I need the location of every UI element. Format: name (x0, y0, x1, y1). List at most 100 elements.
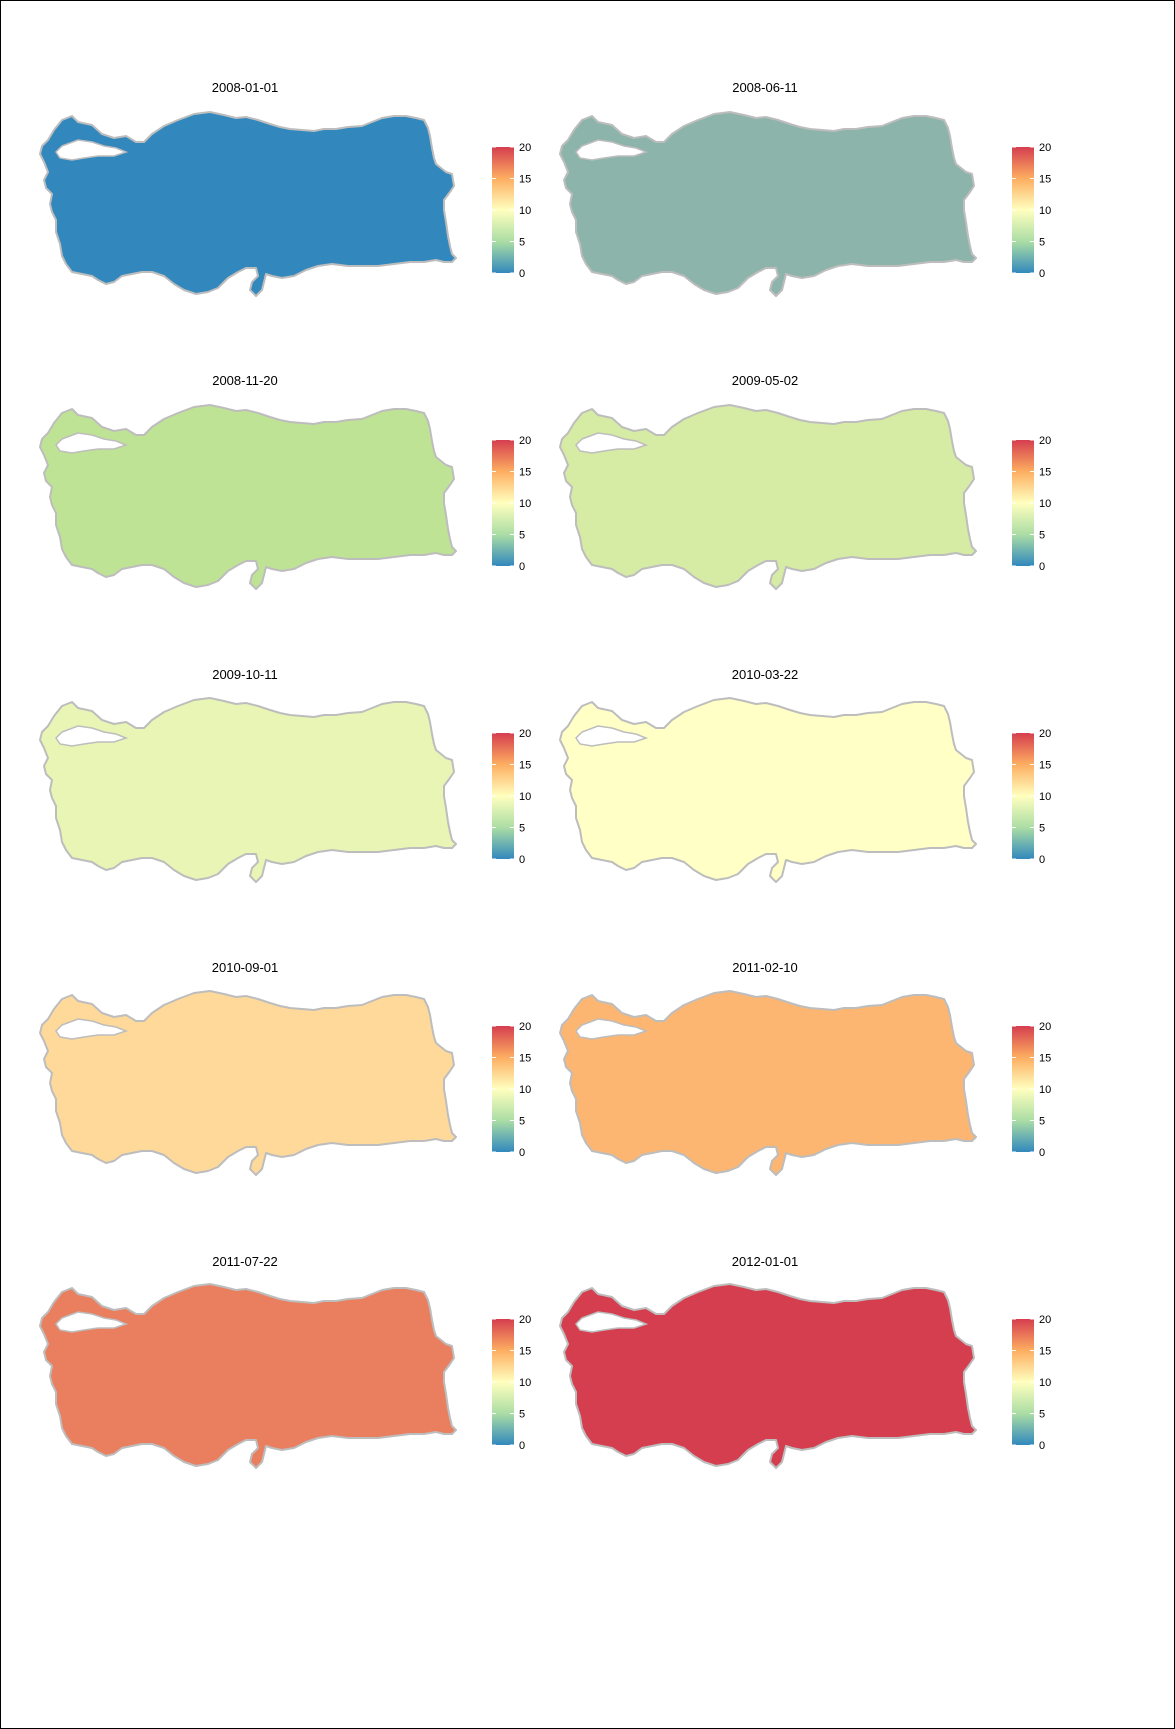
legend-tick-label: 20 (519, 1314, 531, 1326)
legend-tick-label: 20 (1039, 728, 1051, 740)
legend-tick-label: 10 (519, 791, 531, 803)
map-title: 2011-07-22 (212, 1254, 278, 1269)
legend-tick-label: 15 (1039, 467, 1051, 479)
legend-tick-label: 15 (519, 1346, 531, 1358)
legend-tick-label: 0 (519, 1440, 525, 1452)
country-region (559, 990, 977, 1176)
inland-sea (575, 432, 649, 454)
legend-colorbar (1012, 1026, 1034, 1152)
map-panel: 2009-10-11 20 15 10 5 0 (39, 667, 531, 883)
legend-tick-label: 15 (1039, 760, 1051, 772)
legend-tick-label: 5 (519, 1116, 525, 1128)
legend-tick-label: 0 (519, 561, 525, 573)
legend-tick-label: 15 (519, 467, 531, 479)
legend-colorbar (1012, 147, 1034, 273)
inland-sea (55, 1018, 129, 1040)
map-title: 2012-01-01 (732, 1254, 799, 1269)
legend-tick-label: 5 (519, 823, 525, 835)
legend-colorbar (492, 440, 514, 566)
legend-tick-label: 0 (1039, 1147, 1045, 1159)
country-region (559, 1283, 977, 1469)
legend-tick-label: 5 (1039, 823, 1045, 835)
legend-tick-label: 15 (519, 174, 531, 186)
map-title: 2009-05-02 (732, 373, 799, 388)
country-region (39, 1283, 457, 1469)
map-title: 2010-03-22 (732, 667, 799, 682)
map-panel: 2009-05-02 20 15 10 5 0 (559, 373, 1051, 590)
legend-tick-label: 5 (1039, 237, 1045, 249)
legend-colorbar (492, 147, 514, 273)
map-title: 2008-01-01 (212, 80, 279, 95)
legend-tick-label: 0 (519, 268, 525, 280)
map-panel: 2010-09-01 20 15 10 5 0 (39, 960, 531, 1176)
map-title: 2008-11-20 (212, 373, 278, 388)
legend-tick-label: 15 (1039, 1053, 1051, 1065)
legend-tick-label: 15 (1039, 1346, 1051, 1358)
legend-tick-label: 10 (519, 1084, 531, 1096)
legend-colorbar (492, 1319, 514, 1445)
legend-tick-label: 5 (519, 237, 525, 249)
legend-colorbar (1012, 440, 1034, 566)
legend-tick-label: 15 (519, 760, 531, 772)
map-title: 2010-09-01 (212, 960, 279, 975)
legend-tick-label: 0 (1039, 561, 1045, 573)
inland-sea (55, 432, 129, 454)
legend-tick-label: 5 (1039, 1409, 1045, 1421)
legend-tick-label: 20 (1039, 142, 1051, 154)
legend-tick-label: 15 (1039, 174, 1051, 186)
legend-tick-label: 10 (1039, 498, 1051, 510)
legend-tick-label: 10 (519, 1377, 531, 1389)
legend-tick-label: 10 (1039, 205, 1051, 217)
legend-tick-label: 20 (519, 1021, 531, 1033)
inland-sea (575, 725, 649, 747)
legend-tick-label: 20 (1039, 435, 1051, 447)
map-panel: 2012-01-01 20 15 10 5 0 (559, 1254, 1051, 1469)
legend-tick-label: 10 (1039, 1084, 1051, 1096)
map-panel: 2008-11-20 20 15 10 5 0 (39, 373, 531, 590)
inland-sea (55, 139, 129, 161)
map-title: 2009-10-11 (212, 667, 278, 682)
map-panel: 2008-01-01 20 15 10 5 0 (39, 80, 531, 297)
legend-tick-label: 20 (1039, 1314, 1051, 1326)
legend-tick-label: 20 (1039, 1021, 1051, 1033)
map-title: 2011-02-10 (732, 960, 798, 975)
legend-tick-label: 0 (519, 854, 525, 866)
legend-colorbar (1012, 733, 1034, 859)
country-region (559, 404, 977, 590)
legend-tick-label: 20 (519, 728, 531, 740)
legend-tick-label: 10 (519, 205, 531, 217)
legend-tick-label: 20 (519, 142, 531, 154)
inland-sea (575, 139, 649, 161)
map-panel: 2011-02-10 20 15 10 5 0 (559, 960, 1051, 1176)
inland-sea (575, 1311, 649, 1333)
legend-colorbar (492, 1026, 514, 1152)
inland-sea (55, 725, 129, 747)
inland-sea (55, 1311, 129, 1333)
inland-sea (575, 1018, 649, 1040)
map-panel: 2008-06-11 20 15 10 5 0 (559, 80, 1051, 297)
country-region (39, 404, 457, 590)
map-panel: 2011-07-22 20 15 10 5 0 (39, 1254, 531, 1469)
country-region (39, 697, 457, 883)
legend-tick-label: 10 (519, 498, 531, 510)
legend-tick-label: 5 (1039, 530, 1045, 542)
legend-colorbar (1012, 1319, 1034, 1445)
country-region (39, 990, 457, 1176)
legend-tick-label: 20 (519, 435, 531, 447)
legend-colorbar (492, 733, 514, 859)
legend-tick-label: 5 (1039, 1116, 1045, 1128)
legend-tick-label: 15 (519, 1053, 531, 1065)
legend-tick-label: 0 (1039, 268, 1045, 280)
country-region (39, 111, 457, 297)
legend-tick-label: 0 (1039, 854, 1045, 866)
legend-tick-label: 5 (519, 1409, 525, 1421)
legend-tick-label: 5 (519, 530, 525, 542)
legend-tick-label: 0 (1039, 1440, 1045, 1452)
legend-tick-label: 0 (519, 1147, 525, 1159)
country-region (559, 111, 977, 297)
country-region (559, 697, 977, 883)
map-title: 2008-06-11 (732, 80, 798, 95)
map-panel: 2010-03-22 20 15 10 5 0 (559, 667, 1051, 883)
legend-tick-label: 10 (1039, 791, 1051, 803)
